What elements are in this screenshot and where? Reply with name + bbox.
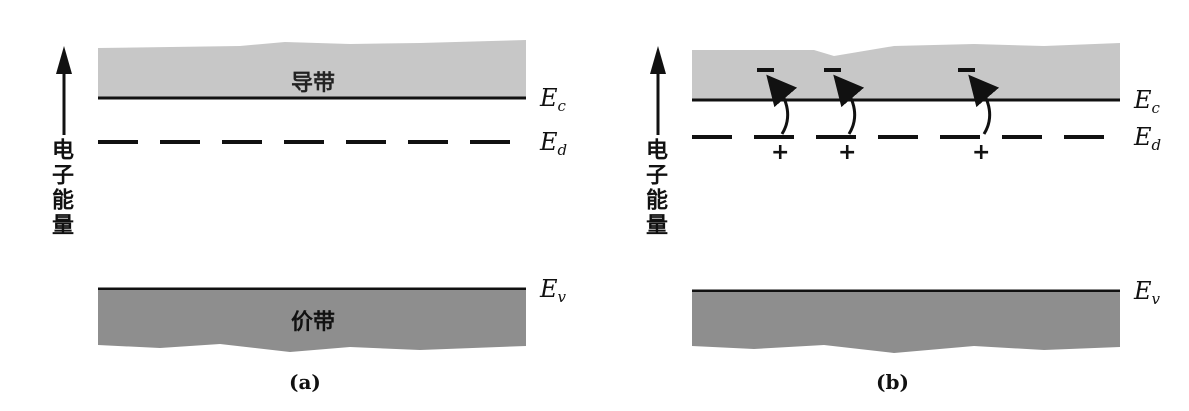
energy-axis-label: 电子能量: [48, 138, 73, 238]
ionized-donor-3: +: [972, 140, 991, 165]
conduction-band: [692, 43, 1120, 100]
panel-a: 电子能量 导带 价带 Ec Ed Ev (a): [0, 0, 594, 411]
valence-band: [98, 290, 526, 352]
valence-band-label: 价带: [291, 310, 336, 335]
energy-axis-arrowhead-icon: [56, 46, 72, 74]
ev-label: Ev: [540, 275, 567, 306]
ev-label: Ev: [1134, 277, 1161, 308]
ionized-donor-2: +: [838, 140, 857, 165]
energy-axis-label: 电子能量: [642, 138, 667, 238]
panel-a-graphics: [56, 40, 526, 352]
excitation-arrow-1: [766, 74, 798, 135]
panel-a-caption: (a): [289, 370, 321, 394]
ec-label: Ec: [1134, 86, 1160, 117]
panel-b-caption: (b): [876, 370, 909, 394]
valence-band: [692, 292, 1120, 353]
excitation-arrow-2: [833, 74, 865, 135]
panel-b-graphics: [650, 43, 1120, 353]
panel-b: 电子能量 + + + Ec Ed Ev (b): [594, 0, 1188, 411]
excitation-arrow-3: [968, 74, 1000, 135]
conduction-band: [98, 40, 526, 98]
energy-axis-arrowhead-icon: [650, 46, 666, 74]
ed-label: Ed: [540, 128, 568, 159]
ed-label: Ed: [1134, 123, 1162, 154]
conduction-band-label: 导带: [291, 71, 336, 96]
ionized-donor-1: +: [771, 140, 790, 165]
ec-label: Ec: [540, 84, 566, 115]
